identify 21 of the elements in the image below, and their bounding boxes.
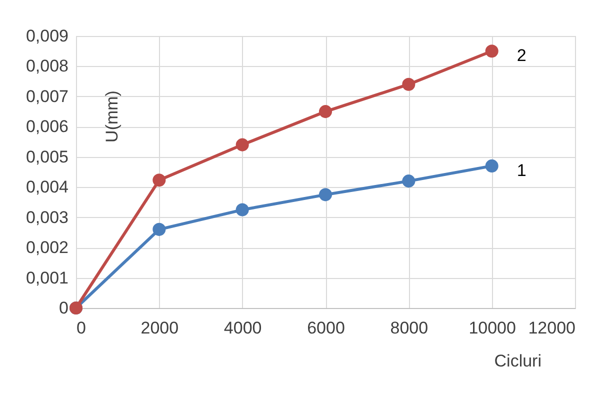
x-tick-label: 8000 [390, 318, 428, 338]
y-tick-label: 0,002 [26, 238, 68, 258]
x-tick-label: 12000 [528, 318, 576, 338]
y-tick-label: 0,001 [26, 268, 68, 288]
y-tick-label: 0,007 [26, 86, 68, 106]
x-tick-label: 4000 [224, 318, 262, 338]
y-axis-title: U(mm) [102, 90, 122, 142]
x-tick-label: 2000 [140, 318, 179, 338]
y-tick-label: 0,006 [26, 117, 68, 136]
y-tick-label: 0,008 [26, 56, 68, 76]
x-tick-label: 10000 [468, 318, 516, 338]
y-tick-label: 0,003 [26, 208, 68, 227]
y-tick-label: 0,005 [26, 147, 68, 166]
x-tick-label: 6000 [307, 318, 345, 338]
y-tick-label: 0 [59, 298, 68, 318]
x-tick-label: 0 [76, 318, 86, 338]
x-axis-title: Cicluri [494, 352, 542, 370]
y-tick-label: 0,009 [26, 26, 68, 46]
y-tick-label: 0,004 [26, 178, 68, 197]
series-label: 1 [516, 160, 526, 180]
series-label: 2 [516, 46, 526, 66]
